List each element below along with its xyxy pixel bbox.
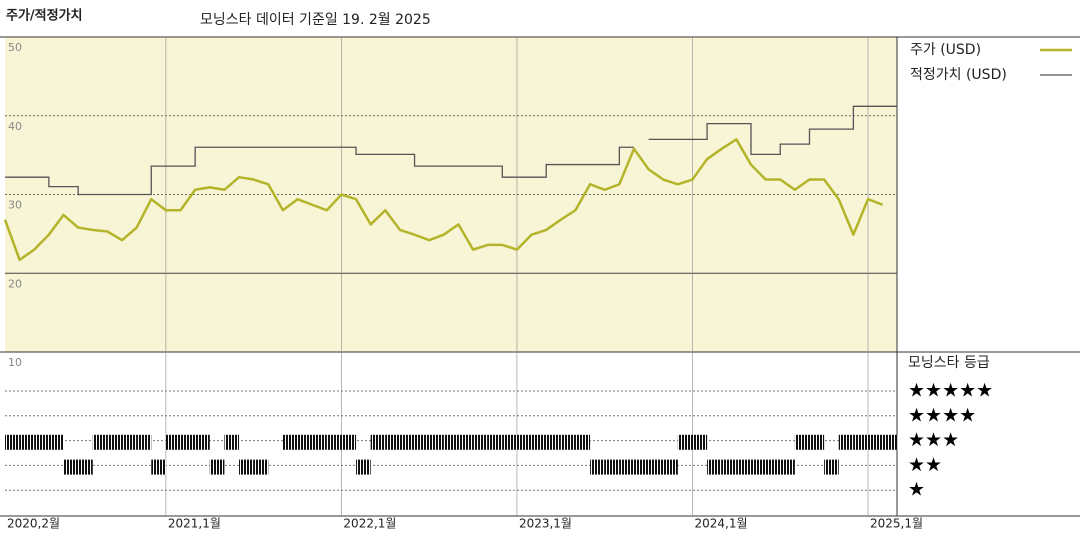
rating-bar [92,434,108,450]
rating-bar [663,459,678,475]
rating-bar [575,434,591,450]
rating-bar [736,459,751,475]
rating-bar [868,434,883,450]
y-tick-label: 10 [8,356,22,369]
rating-bar [604,459,620,475]
rating-bar [443,434,459,450]
chart-title: 주가/적정가치 [6,8,83,24]
rating-bar [195,434,210,450]
rating-bar [502,434,517,450]
rating-bar [282,434,298,450]
x-tick-label: 2023,1월 [519,517,572,531]
rating-bar [824,459,839,475]
rating-bar [34,434,49,450]
rating-bar [341,434,357,450]
legend-label: 주가 (USD) [910,42,981,58]
rating-bar [546,434,561,450]
rating-bar [399,434,415,450]
rating-bar [838,434,854,450]
rating-bar [326,434,342,450]
y-tick-label: 20 [8,277,22,290]
rating-bar [648,459,664,475]
rating-bar [48,434,64,450]
rating-bar [882,434,898,450]
rating-bar [253,459,269,475]
rating-bar [516,434,532,450]
rating-bar [853,434,868,450]
rating-label: ★★★ [908,429,959,451]
rating-bar [239,459,254,475]
rating-label: ★★ [908,454,942,476]
rating-bar [165,434,181,450]
rating-label: ★★★★★ [908,380,993,402]
rating-label: ★★★★ [908,404,976,426]
y-tick-label: 50 [8,41,22,54]
rating-bar [809,434,825,450]
rating-bar [385,434,400,450]
rating-bar [473,434,488,450]
rating-label: ★ [908,479,925,501]
x-tick-label: 2021,1월 [168,517,221,531]
rating-bar [122,434,137,450]
legend-label: 적정가치 (USD) [910,67,1007,83]
rating-bar [677,434,693,450]
rating-bar [707,459,722,475]
price-line [3,138,884,262]
rating-bar [414,434,430,450]
x-tick-label: 2024,1월 [694,517,747,531]
y-tick-label: 30 [8,199,22,212]
chart-subtitle: 모닝스타 데이터 기준일 19. 2월 2025 [200,12,431,28]
rating-title: 모닝스타 등급 [908,355,990,371]
rating-bar [356,459,371,475]
rating-bar [136,434,152,450]
rating-bar [370,434,386,450]
x-tick-label: 2020,2월 [7,517,60,531]
rating-bar [560,434,576,450]
rating-bar [692,434,708,450]
rating-bar [633,459,649,475]
rating-bar [5,434,20,450]
x-tick-label: 2025,1월 [870,517,923,531]
rating-bar [531,434,547,450]
rating-bar [19,434,35,450]
rating-bar [78,459,93,475]
rating-bar [780,459,795,475]
rating-bar [312,434,327,450]
rating-bar [63,459,79,475]
rating-bar [487,434,503,450]
rating-bar [619,459,634,475]
rating-bar [750,459,766,475]
rating-bar [429,434,444,450]
rating-bar [765,459,781,475]
rating-bar [151,459,166,475]
rating-bar [209,459,225,475]
fair-value-line [5,105,898,196]
rating-bar [224,434,240,450]
rating-bar [180,434,196,450]
rating-bar [458,434,474,450]
rating-bar [590,459,605,475]
y-tick-label: 40 [8,120,22,133]
rating-bar [107,434,123,450]
rating-bar [794,434,810,450]
rating-bar [721,459,737,475]
rating-bar [297,434,313,450]
x-tick-label: 2022,1월 [343,517,396,531]
